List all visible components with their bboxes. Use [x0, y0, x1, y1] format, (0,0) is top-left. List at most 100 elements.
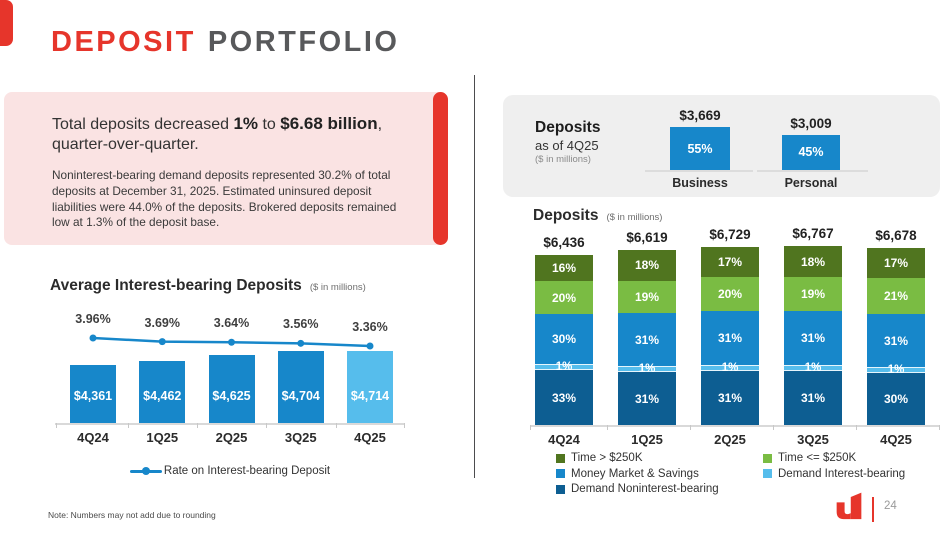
footnote: Note: Numbers may not add due to roundin…: [48, 510, 216, 520]
split-axis-line-2: [757, 170, 868, 172]
stacked-chart-title: Deposits: [533, 207, 599, 224]
axis-tick: [55, 423, 57, 428]
stacked-total-label: $6,678: [875, 228, 917, 244]
combo-legend-label: Rate on Interest-bearing Deposit: [163, 465, 331, 477]
axis-tick: [403, 423, 405, 428]
legend-swatch-icon: [556, 453, 565, 463]
axis-tick: [335, 423, 337, 428]
segment-time-250k: 19%: [618, 280, 676, 314]
legend-swatch-icon: [556, 484, 565, 494]
stacked-bar-4q25: 30% 1% 31% 21% 17%: [867, 248, 925, 425]
combo-chart-title: Average Interest-bearing Deposits: [50, 277, 302, 294]
page-title: DEPOSIT PORTFOLIO: [51, 26, 399, 59]
legend-item-time-250k: Time > $250K: [556, 452, 763, 464]
segment-pct-label: 19%: [634, 289, 660, 304]
bar-pct-label: 45%: [798, 145, 824, 160]
x-axis-label-3q25: 3Q25: [797, 432, 829, 447]
stacked-total-label: $6,619: [626, 229, 668, 245]
legend-swatch-icon: [763, 469, 772, 478]
bar-4q24: $4,361: [70, 365, 116, 423]
title-accent-bar: [0, 0, 13, 46]
segment-pct-label: 20%: [717, 286, 743, 301]
segment-time-250k: 18%: [784, 246, 842, 278]
callout-text: to: [258, 116, 281, 133]
bar-personal: 45%: [782, 134, 840, 170]
segment-pct-label: 31%: [883, 333, 909, 348]
segment-demand-interest-bearing: 1%: [784, 362, 842, 374]
segment-demand-interest-bearing: 1%: [867, 364, 925, 376]
split-chart-subtitle: as of 4Q25: [535, 137, 599, 153]
line-legend-marker: [129, 467, 162, 475]
page-number-divider: [872, 497, 874, 522]
segment-time-250k: 20%: [701, 276, 759, 312]
segment-demand-interest-bearing: 1%: [618, 363, 676, 375]
legend-item-demand-interest-bearing: Demand Interest-bearing: [763, 468, 905, 480]
callout-text: ,: [377, 116, 383, 133]
segment-pct-label: 18%: [634, 258, 660, 273]
stacked-chart-plot: 33% 1% 30% 20% 16% $6,436 4Q24 31% 1% 31% 19% 18% $6…: [530, 225, 940, 475]
x-axis-label-1q25: 1Q25: [631, 432, 663, 447]
segment-demand-interest-bearing: 1%: [701, 362, 759, 375]
rate-data-label: 3.64%: [213, 316, 250, 331]
combo-chart-legend: Rate on Interest-bearing Deposit: [55, 465, 405, 477]
x-axis-label-business: Business: [672, 176, 728, 190]
legend-swatch-icon: [556, 469, 565, 478]
combo-chart-plot: $4,361 4Q24 $4,462 1Q25 $4,625 2Q25 $4,704 3Q25…: [55, 300, 405, 470]
bar-value-label: $4,361: [73, 389, 113, 403]
bar-total-label: $3,669: [679, 108, 721, 123]
stacked-total-label: $6,767: [792, 226, 834, 241]
axis-tick: [127, 423, 129, 428]
segment-pct-label: 30%: [883, 392, 909, 407]
x-axis-label-2q25: 2Q25: [215, 430, 248, 445]
segment-pct-label: 20%: [551, 290, 577, 305]
legend-label: Time <= $250K: [778, 452, 857, 464]
segment-pct-label: 31%: [634, 332, 660, 347]
page-title-accent: DEPOSIT: [51, 26, 196, 58]
rate-data-label: 3.36%: [352, 320, 388, 334]
segment-pct-label: 1%: [721, 362, 739, 375]
segment-money-market-savings: 31%: [784, 310, 842, 365]
x-axis-label-3q25: 3Q25: [284, 430, 317, 445]
x-axis-label-2q25: 2Q25: [714, 432, 746, 447]
x-axis-label-4q24: 4Q24: [548, 432, 580, 447]
legend-label: Demand Noninterest-bearing: [571, 483, 719, 495]
legend-label: Money Market & Savings: [571, 467, 699, 480]
line-legend-dot-icon: [141, 467, 150, 475]
page-number: 24: [884, 500, 897, 512]
page-title-rest: PORTFOLIO: [207, 26, 400, 58]
segment-time-250k: 17%: [867, 248, 925, 278]
bar-3q25: $4,704: [277, 351, 324, 423]
axis-tick: [690, 425, 691, 430]
segment-money-market-savings: 30%: [535, 314, 593, 365]
stacked-total-label: $6,436: [543, 234, 585, 250]
segment-time-250k: 17%: [701, 246, 759, 277]
bar-4q25: $4,714: [347, 351, 393, 423]
callout-headline-line2: quarter-over-quarter.: [52, 136, 199, 154]
stacked-bar-1q25: 31% 1% 31% 19% 18%: [618, 249, 676, 425]
segment-pct-label: 31%: [634, 391, 660, 406]
axis-tick: [939, 425, 940, 430]
axis-tick: [773, 425, 774, 430]
bar-1q25: $4,462: [139, 360, 186, 423]
stacked-total-label: $6,729: [709, 227, 751, 242]
split-chart-title: Deposits: [535, 119, 601, 136]
combo-chart-header: Average Interest-bearing Deposits ($ in …: [50, 277, 366, 295]
legend-label: Time > $250K: [571, 452, 643, 464]
segment-pct-label: 30%: [551, 332, 577, 347]
axis-tick: [607, 425, 608, 430]
segment-money-market-savings: 31%: [618, 313, 676, 367]
rate-data-label: 3.56%: [283, 317, 319, 332]
stacked-chart-header: Deposits ($ in millions): [533, 207, 662, 225]
x-axis-label-personal: Personal: [784, 176, 838, 190]
bar-business: 55%: [670, 127, 730, 170]
stacked-bar-3q25: 31% 1% 31% 19% 18%: [784, 246, 842, 425]
stacked-chart-unit: ($ in millions): [606, 212, 663, 223]
segment-pct-label: 31%: [800, 330, 826, 345]
rate-data-label: 3.96%: [75, 312, 111, 326]
bar-value-label: $4,625: [212, 388, 251, 403]
combo-chart-unit: ($ in millions): [309, 282, 366, 293]
bar-value-label: $4,704: [281, 388, 320, 403]
segment-demand-noninterest-bearing: 33%: [535, 370, 593, 425]
callout-bold-pct: 1%: [233, 114, 259, 133]
